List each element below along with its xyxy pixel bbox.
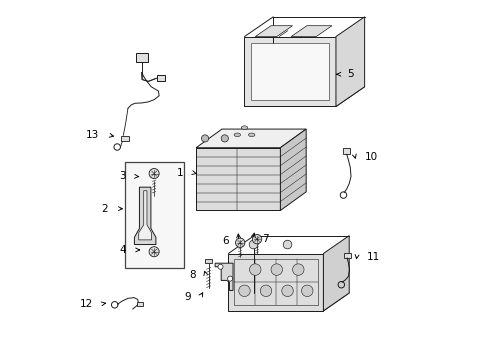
Text: 8: 8 xyxy=(189,270,196,280)
Polygon shape xyxy=(139,191,151,240)
Text: 12: 12 xyxy=(80,299,93,309)
Text: 6: 6 xyxy=(222,236,228,246)
Circle shape xyxy=(252,234,261,244)
Circle shape xyxy=(301,285,312,297)
Polygon shape xyxy=(255,26,292,37)
Bar xyxy=(136,53,147,62)
Bar xyxy=(344,253,351,258)
Text: 2: 2 xyxy=(102,204,108,214)
Text: 5: 5 xyxy=(346,69,353,79)
Polygon shape xyxy=(280,129,305,211)
Polygon shape xyxy=(228,253,323,311)
Bar xyxy=(343,148,349,154)
Text: 7: 7 xyxy=(262,234,268,244)
Polygon shape xyxy=(215,263,233,291)
Polygon shape xyxy=(196,129,305,148)
Text: 4: 4 xyxy=(119,245,126,255)
Circle shape xyxy=(149,247,159,257)
Text: 11: 11 xyxy=(366,252,379,262)
Circle shape xyxy=(221,135,228,142)
Polygon shape xyxy=(323,235,348,311)
Ellipse shape xyxy=(248,133,254,136)
Polygon shape xyxy=(244,37,335,107)
Polygon shape xyxy=(250,43,329,100)
Bar xyxy=(156,75,165,81)
Circle shape xyxy=(281,285,293,297)
Circle shape xyxy=(270,264,282,275)
Circle shape xyxy=(283,240,291,249)
Polygon shape xyxy=(290,26,331,37)
Text: 13: 13 xyxy=(86,130,99,140)
Text: 10: 10 xyxy=(364,152,377,162)
Text: 9: 9 xyxy=(183,292,190,302)
Circle shape xyxy=(218,264,223,269)
Polygon shape xyxy=(196,148,280,211)
Polygon shape xyxy=(244,87,364,107)
Bar xyxy=(125,162,183,268)
Circle shape xyxy=(227,276,232,281)
Circle shape xyxy=(292,264,304,275)
Circle shape xyxy=(149,168,159,179)
Bar xyxy=(121,135,129,140)
Circle shape xyxy=(249,240,257,249)
Circle shape xyxy=(249,264,261,275)
Ellipse shape xyxy=(241,126,247,130)
Circle shape xyxy=(201,135,208,142)
Circle shape xyxy=(238,285,250,297)
Circle shape xyxy=(260,285,271,297)
Polygon shape xyxy=(134,187,156,244)
Circle shape xyxy=(235,238,244,247)
Text: 3: 3 xyxy=(119,171,126,181)
Polygon shape xyxy=(228,293,348,311)
Bar xyxy=(137,302,143,306)
Bar xyxy=(204,259,212,263)
Polygon shape xyxy=(335,17,364,107)
Text: 1: 1 xyxy=(177,168,183,178)
Ellipse shape xyxy=(234,133,240,136)
